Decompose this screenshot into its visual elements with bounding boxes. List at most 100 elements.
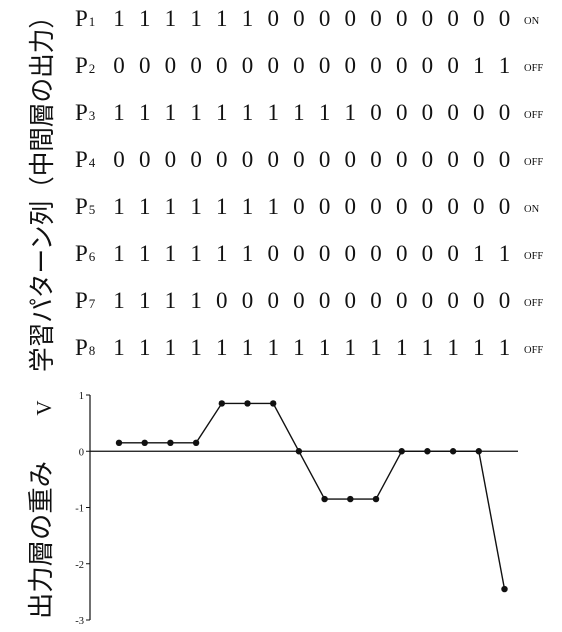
pattern-output-state: OFF <box>524 251 543 262</box>
pattern-bit: 1 <box>216 194 228 219</box>
pattern-bit: 1 <box>499 241 511 266</box>
weight-point <box>192 439 200 447</box>
pattern-bit: 0 <box>447 241 459 266</box>
weight-point <box>115 439 123 447</box>
pattern-bit: 0 <box>422 100 434 125</box>
pattern-bit: 1 <box>139 194 151 219</box>
pattern-bit: 1 <box>113 194 125 219</box>
pattern-bit: 1 <box>422 335 434 360</box>
weight-point <box>321 495 328 503</box>
pattern-bit: 0 <box>293 194 305 219</box>
y-tick-label: -3 <box>75 616 84 627</box>
weight-point <box>167 439 174 447</box>
pattern-bit: 1 <box>190 194 202 219</box>
pattern-bit: 1 <box>113 335 125 360</box>
pattern-bit: 1 <box>190 335 202 360</box>
pattern-bit: 1 <box>113 241 125 266</box>
pattern-bit: 0 <box>293 53 305 78</box>
pattern-label: P4 <box>75 147 96 172</box>
pattern-bit: 1 <box>113 6 125 31</box>
pattern-bit: 0 <box>447 53 459 78</box>
pattern-bit: 1 <box>165 6 177 31</box>
pattern-bit: 1 <box>139 288 151 313</box>
pattern-row: P8 1 1 1 1 1 1 1 1 1 1 1 1 1 1 1 1 OFF <box>75 335 543 360</box>
weight-point <box>347 495 354 503</box>
weight-point <box>424 448 431 455</box>
pattern-bit: 0 <box>319 6 331 31</box>
pattern-row: P4 0 0 0 0 0 0 0 0 0 0 0 0 0 0 0 0 OFF <box>75 147 543 172</box>
pattern-output-state: ON <box>524 16 540 27</box>
pattern-bit: 0 <box>242 288 254 313</box>
pattern-bit: 1 <box>216 100 228 125</box>
pattern-bit: 0 <box>267 147 279 172</box>
pattern-bit: 1 <box>139 100 151 125</box>
pattern-bit: 0 <box>319 241 331 266</box>
pattern-output-state: OFF <box>524 110 543 121</box>
pattern-bit: 0 <box>396 53 408 78</box>
weight-axis-label: 出力層の重み <box>27 461 57 619</box>
pattern-bit: 0 <box>422 241 434 266</box>
pattern-bit: 1 <box>242 100 254 125</box>
pattern-bit: 0 <box>345 194 357 219</box>
pattern-label: P7 <box>75 288 96 313</box>
pattern-label: P2 <box>75 53 95 78</box>
weight-point <box>270 400 277 407</box>
pattern-bit: 0 <box>499 6 511 31</box>
pattern-label: P8 <box>75 335 95 360</box>
pattern-bit: 1 <box>165 335 177 360</box>
pattern-bit: 0 <box>345 6 357 31</box>
pattern-bit: 1 <box>473 53 485 78</box>
pattern-bit: 1 <box>190 241 202 266</box>
pattern-bit: 0 <box>396 100 408 125</box>
pattern-bit: 0 <box>370 100 382 125</box>
pattern-bit: 1 <box>473 241 485 266</box>
pattern-bit: 1 <box>293 335 305 360</box>
pattern-bit: 0 <box>267 241 279 266</box>
weight-point <box>218 400 225 407</box>
pattern-bit: 0 <box>370 288 382 313</box>
pattern-bit: 1 <box>473 335 485 360</box>
pattern-bit: 1 <box>345 335 357 360</box>
pattern-bit: 0 <box>139 147 151 172</box>
pattern-bit: 1 <box>216 6 228 31</box>
pattern-bit: 0 <box>190 53 202 78</box>
pattern-bit: 0 <box>422 6 434 31</box>
weight-point <box>501 585 508 593</box>
pattern-bit: 0 <box>370 241 382 266</box>
weight-point <box>244 400 251 407</box>
pattern-bit: 0 <box>396 6 408 31</box>
y-tick-label: -1 <box>75 504 84 515</box>
pattern-bit: 0 <box>139 53 151 78</box>
pattern-label: P1 <box>75 6 95 31</box>
pattern-bit: 0 <box>319 147 331 172</box>
pattern-bit: 1 <box>190 6 202 31</box>
pattern-bit: 0 <box>447 147 459 172</box>
pattern-bit: 1 <box>190 288 202 313</box>
y-tick-label: 1 <box>79 391 84 402</box>
pattern-bit: 1 <box>216 241 228 266</box>
pattern-bit: 0 <box>499 147 511 172</box>
pattern-bit: 0 <box>447 100 459 125</box>
pattern-bit: 1 <box>267 100 279 125</box>
pattern-bit: 0 <box>216 53 228 78</box>
pattern-bit: 0 <box>165 53 177 78</box>
pattern-bit: 0 <box>190 147 202 172</box>
pattern-bit: 1 <box>165 241 177 266</box>
pattern-bit: 0 <box>345 241 357 266</box>
pattern-bit: 1 <box>267 335 279 360</box>
pattern-bit: 1 <box>139 335 151 360</box>
pattern-bit: 0 <box>242 53 254 78</box>
pattern-bit: 0 <box>422 53 434 78</box>
pattern-bit: 1 <box>319 335 331 360</box>
pattern-output-state: OFF <box>524 157 543 168</box>
pattern-output-state: OFF <box>524 298 543 309</box>
pattern-bit: 0 <box>473 147 485 172</box>
pattern-bit: 1 <box>113 100 125 125</box>
pattern-bit: 0 <box>113 147 125 172</box>
pattern-bit: 0 <box>293 6 305 31</box>
pattern-bit: 1 <box>499 53 511 78</box>
pattern-bit: 0 <box>165 147 177 172</box>
pattern-bit: 0 <box>473 6 485 31</box>
pattern-bit: 0 <box>499 100 511 125</box>
pattern-bit: 0 <box>447 6 459 31</box>
